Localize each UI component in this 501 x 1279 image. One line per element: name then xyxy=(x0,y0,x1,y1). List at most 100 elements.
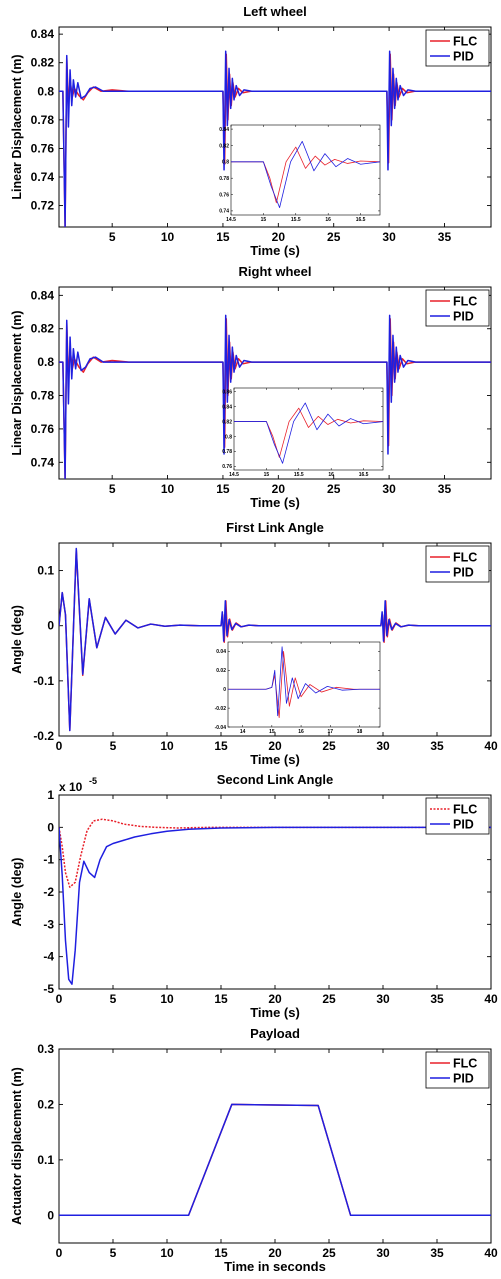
series-line-pid xyxy=(59,826,491,985)
y-tick-label: -2 xyxy=(43,885,54,899)
series-line-flc xyxy=(59,818,491,888)
inset-y-tick-label: -0.04 xyxy=(215,725,227,731)
inset-plot-area xyxy=(233,387,384,471)
inset-x-tick-label: 17 xyxy=(328,729,334,735)
x-tick-label: 25 xyxy=(322,739,336,753)
y-tick-label: 0.8 xyxy=(37,355,54,369)
legend-label: PID xyxy=(453,566,474,580)
inset-y-tick-label: 0.76 xyxy=(219,192,229,198)
y-axis-label: Actuator displacement (m) xyxy=(10,1067,24,1225)
x-tick-label: 0 xyxy=(56,739,63,753)
inset-x-tick-label: 14 xyxy=(240,729,246,735)
y-tick-label: 0.76 xyxy=(31,422,55,436)
chart-title: First Link Angle xyxy=(226,520,324,535)
x-tick-label: 0 xyxy=(56,992,63,1006)
x-tick-label: 15 xyxy=(214,739,228,753)
x-axis-label: Time (s) xyxy=(250,752,300,767)
legend-label: PID xyxy=(453,310,474,324)
inset-series-line-pid xyxy=(234,402,383,464)
y-tick-label: 0.1 xyxy=(37,564,54,578)
chart-title: Left wheel xyxy=(243,4,307,19)
y-tick-label: 0.74 xyxy=(31,170,55,184)
y-tick-label: 0.76 xyxy=(31,141,55,155)
y-axis-label: Linear Displacement (m) xyxy=(10,310,24,455)
legend-label: PID xyxy=(453,818,474,832)
x-axis-label: Time (s) xyxy=(250,243,300,258)
inset-series-line-pid xyxy=(228,646,380,717)
y-tick-label: -0.2 xyxy=(33,729,54,743)
x-tick-label: 30 xyxy=(376,992,390,1006)
y-tick-label: 0.3 xyxy=(37,1042,54,1056)
inset-y-tick-label: 0.84 xyxy=(222,404,232,410)
inset-zoom: 14.5 15 15.5 16 16.5 0.76 0.78 0.8 0.82 0.84 0.86 xyxy=(222,387,384,478)
y-tick-label: 0 xyxy=(47,820,54,834)
inset-plot-area xyxy=(230,124,381,216)
y-tick-label: 0.84 xyxy=(31,288,55,302)
y-tick-label: -4 xyxy=(43,950,54,964)
y-tick-label: -1 xyxy=(43,853,54,867)
x-tick-label: 10 xyxy=(160,992,174,1006)
inset-x-tick-label: 15 xyxy=(261,217,267,223)
x-tick-label: 40 xyxy=(484,739,498,753)
chart-panel-5: Payload 0 5 10 15 20 25 30 35 40 0 0.1 0.2 0.3 Time in… xyxy=(10,1026,498,1274)
legend-label: PID xyxy=(453,50,474,64)
x-tick-label: 30 xyxy=(382,230,396,244)
x-tick-label: 15 xyxy=(216,230,230,244)
x-tick-label: 35 xyxy=(430,739,444,753)
series-line-pid xyxy=(59,50,491,227)
x-tick-label: 20 xyxy=(268,739,282,753)
legend-label: FLC xyxy=(453,295,477,309)
series-line-pid xyxy=(59,1103,491,1217)
legend-box xyxy=(425,545,490,583)
inset-x-tick-label: 14.5 xyxy=(226,217,236,223)
inset-series-line-pid xyxy=(231,140,380,209)
inset-x-tick-label: 15.5 xyxy=(294,472,304,478)
inset-y-tick-label: 0.78 xyxy=(219,176,229,182)
inset-x-tick-label: 15 xyxy=(269,729,275,735)
x-tick-label: 15 xyxy=(216,482,230,496)
inset-x-tick-label: 16 xyxy=(298,729,304,735)
inset-x-tick-label: 15 xyxy=(264,472,270,478)
inset-y-tick-label: 0.8 xyxy=(225,434,232,440)
x-axis-label: Time (s) xyxy=(250,495,300,510)
inset-series-line-flc xyxy=(234,407,383,458)
x-tick-label: 35 xyxy=(438,482,452,496)
inset-x-tick-label: 15.5 xyxy=(291,217,301,223)
legend-box xyxy=(425,1051,490,1089)
x-tick-label: 30 xyxy=(382,482,396,496)
inset-zoom: 14.5 15 15.5 16 16.5 0.74 0.76 0.78 0.8 0.82 0.84 xyxy=(219,124,381,223)
y-tick-label: 0.72 xyxy=(31,199,55,213)
y-tick-label: 0.1 xyxy=(37,1153,54,1167)
chart-title: Right wheel xyxy=(239,264,312,279)
inset-zoom: 14 15 16 17 18 -0.04 -0.02 0 0.02 0.04 xyxy=(215,641,381,735)
x-tick-label: 5 xyxy=(110,1246,117,1260)
legend-label: FLC xyxy=(453,803,477,817)
y-axis-label: Linear Displacement (m) xyxy=(10,54,24,199)
inset-y-tick-label: 0.78 xyxy=(222,449,232,455)
x-tick-label: 0 xyxy=(56,1246,63,1260)
inset-plot-area xyxy=(227,641,381,728)
legend-label: FLC xyxy=(453,35,477,49)
x-tick-label: 15 xyxy=(214,992,228,1006)
chart-panel-1: Left wheel 5 10 15 20 25 30 35 0.72 0.74 0.76 0.78 0… xyxy=(10,4,492,258)
inset-y-tick-label: 0.86 xyxy=(222,390,232,396)
legend-box xyxy=(425,797,490,835)
y-tick-label: 0.82 xyxy=(31,56,55,70)
y-tick-label: -0.1 xyxy=(33,674,54,688)
x-tick-label: 10 xyxy=(160,1246,174,1260)
chart-title: Payload xyxy=(250,1026,300,1041)
inset-y-tick-label: 0.04 xyxy=(216,649,226,655)
inset-series-line-flc xyxy=(231,146,380,204)
inset-x-tick-label: 16 xyxy=(325,217,331,223)
inset-y-tick-label: 0.82 xyxy=(222,419,232,425)
legend-label: FLC xyxy=(453,1057,477,1071)
inset-x-tick-label: 16.5 xyxy=(359,472,369,478)
x-tick-label: 10 xyxy=(161,230,175,244)
x-tick-label: 40 xyxy=(484,992,498,1006)
